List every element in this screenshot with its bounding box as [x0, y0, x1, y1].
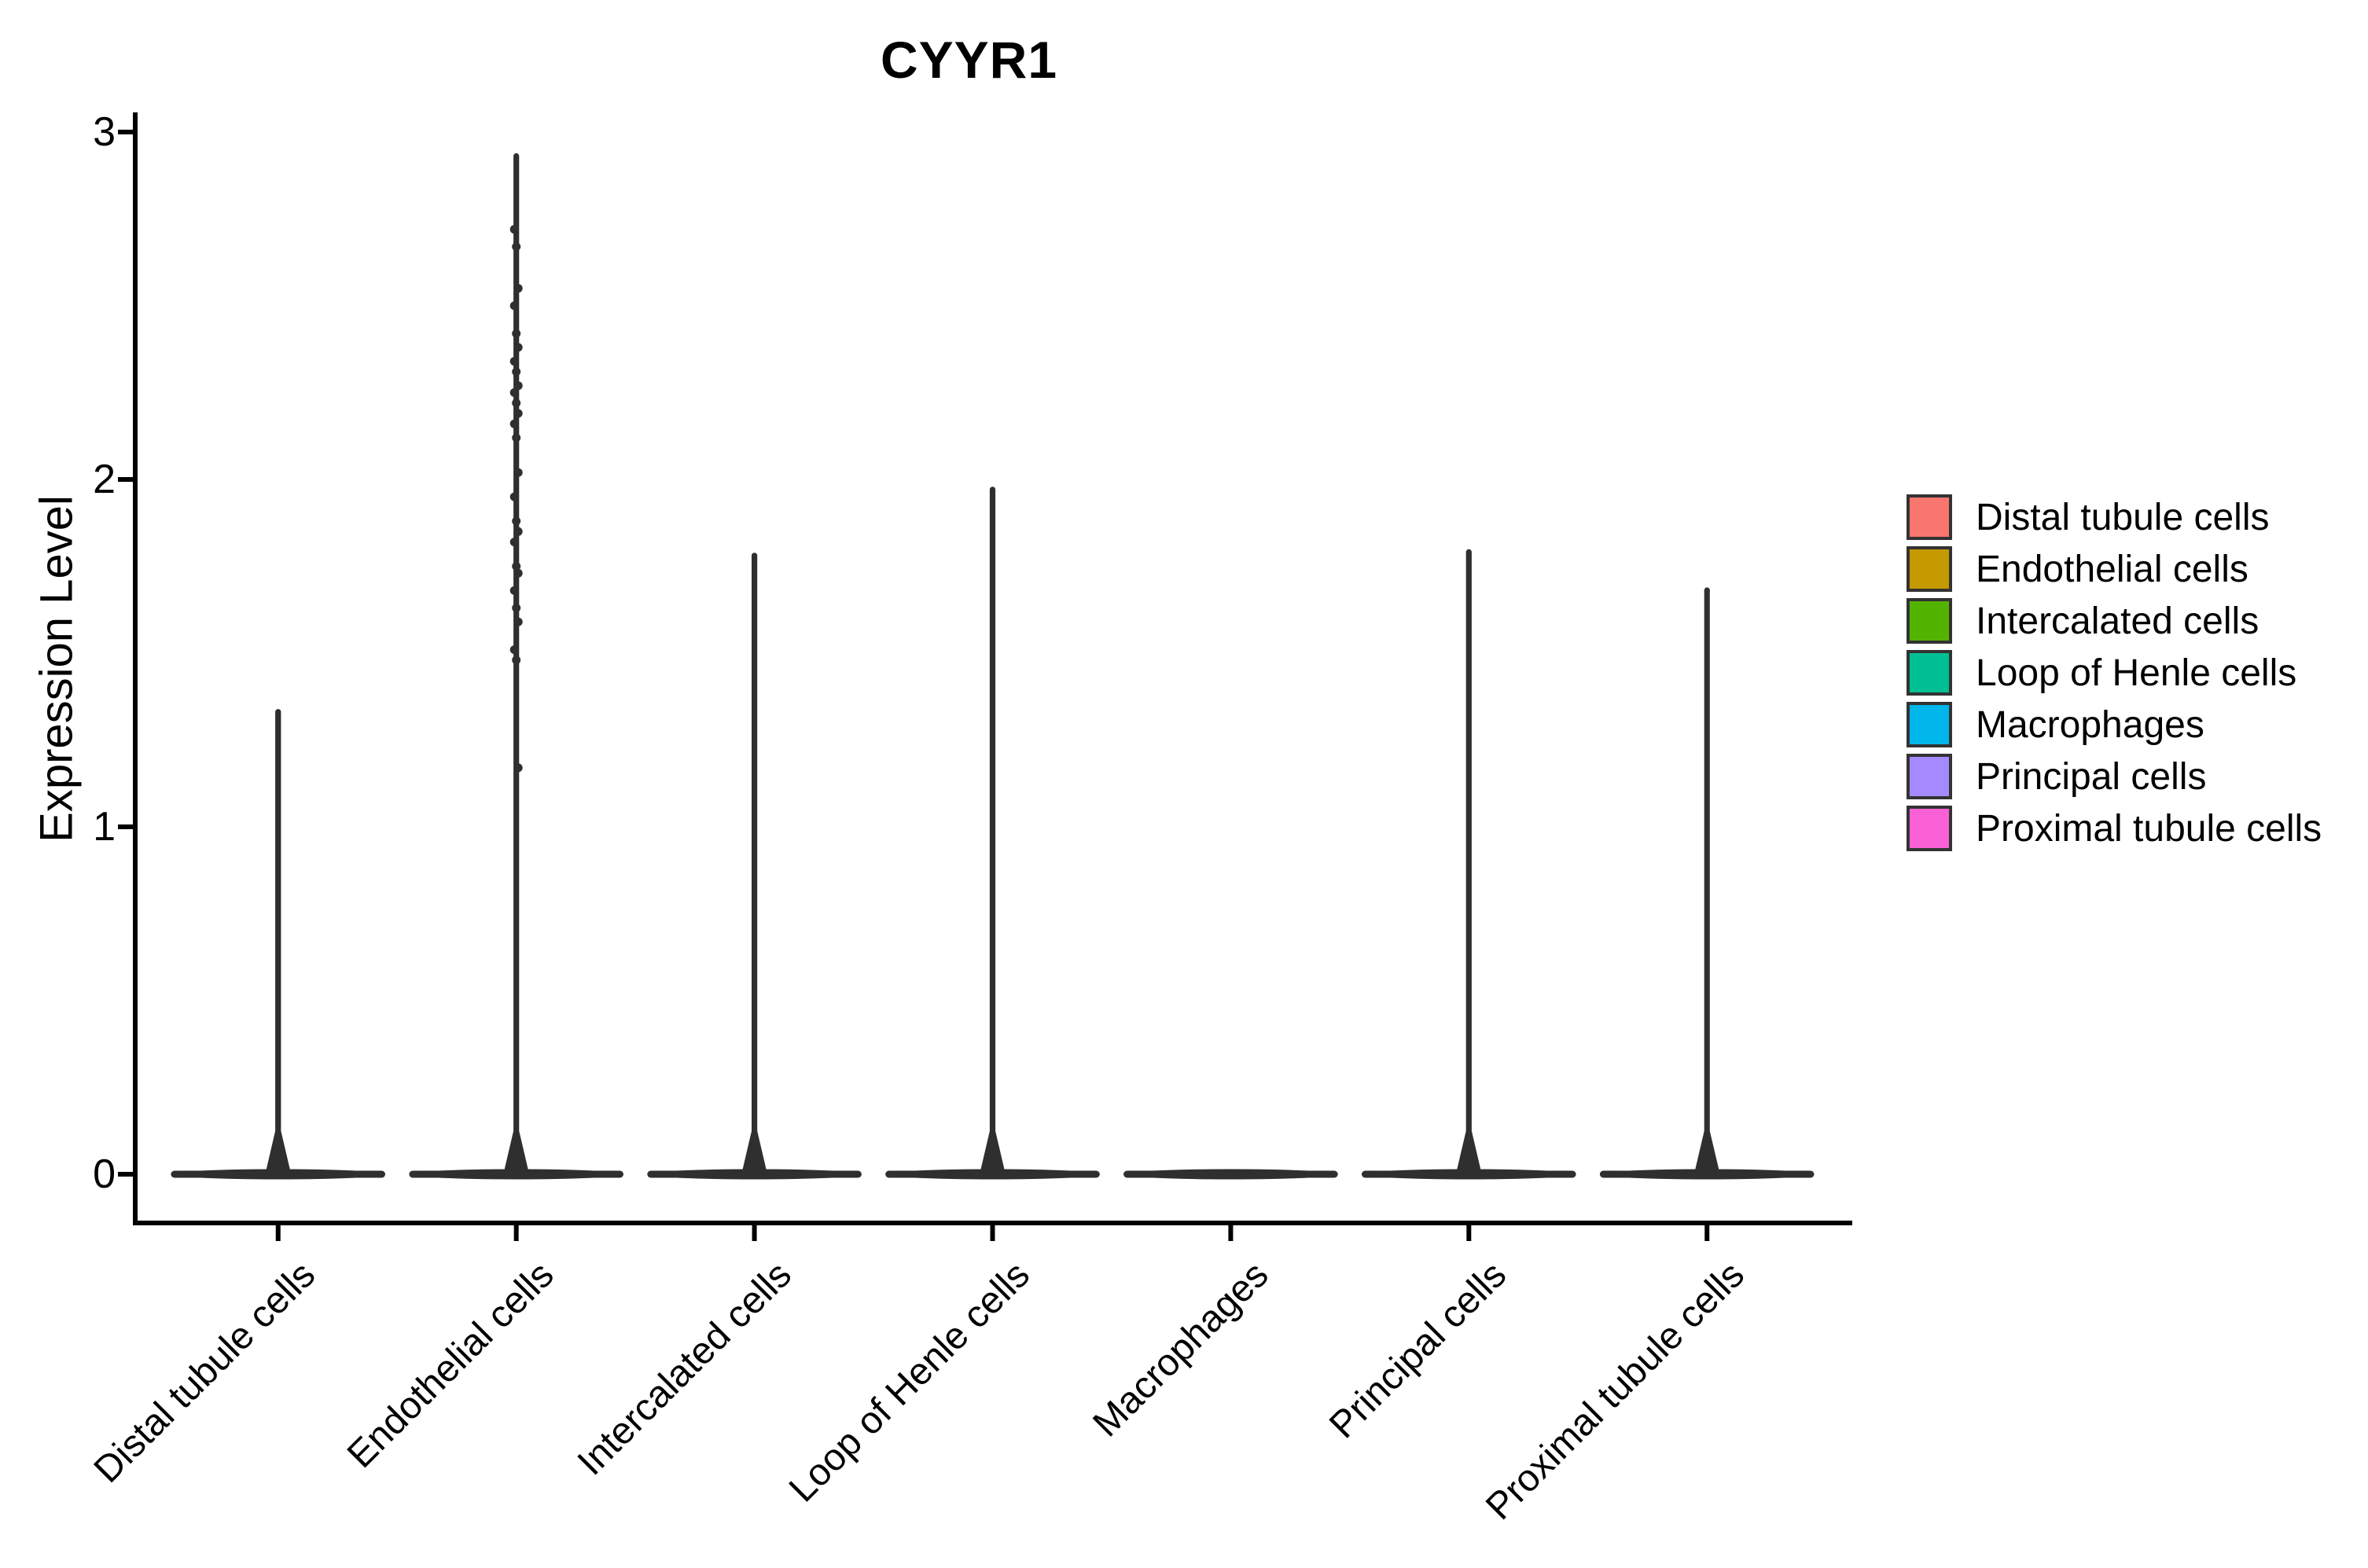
- legend-item: Loop of Henle cells: [1907, 650, 2322, 696]
- jitter-point: [513, 617, 523, 626]
- legend-item: Endothelial cells: [1907, 546, 2322, 592]
- legend-color-swatch: [1907, 702, 1952, 747]
- legend-item: Macrophages: [1907, 702, 2322, 747]
- legend-item: Distal tubule cells: [1907, 494, 2322, 540]
- legend-color-swatch: [1907, 598, 1952, 644]
- legend-label: Loop of Henle cells: [1976, 652, 2297, 694]
- jitter-point: [513, 381, 523, 391]
- violin-spike: [741, 555, 767, 1173]
- legend-item: Principal cells: [1907, 754, 2322, 799]
- legend-item: Intercalated cells: [1907, 598, 2322, 644]
- legend-item: Proximal tubule cells: [1907, 806, 2322, 851]
- x-tick-mark: [1704, 1225, 1710, 1241]
- violin: [1123, 1169, 1338, 1180]
- jitter-point: [512, 604, 521, 612]
- y-tick-mark: [118, 824, 133, 829]
- legend-color-swatch: [1907, 650, 1952, 696]
- jitter-point: [509, 419, 519, 428]
- violin-spike: [1694, 590, 1720, 1173]
- jitter-point: [512, 242, 521, 252]
- legend-color-swatch: [1907, 754, 1952, 799]
- jitter-point: [509, 645, 519, 655]
- jitter-point: [509, 538, 519, 547]
- legend-label: Endothelial cells: [1976, 548, 2248, 590]
- plot-title: CYYR1: [880, 31, 1058, 89]
- y-tick-mark: [118, 477, 133, 482]
- x-tick-mark: [513, 1225, 519, 1241]
- jitter-point: [512, 329, 521, 338]
- jitter-point: [509, 301, 519, 310]
- x-tick-mark: [990, 1225, 995, 1241]
- violin: [885, 487, 1100, 1180]
- legend: Distal tubule cells Endothelial cells Inte…: [1907, 494, 2322, 857]
- jitter-point: [509, 357, 519, 366]
- y-tick-mark: [118, 1172, 133, 1177]
- x-tick-mark: [275, 1225, 281, 1241]
- jitter-point: [513, 468, 523, 477]
- x-tick-mark: [1466, 1225, 1472, 1241]
- violin: [647, 553, 862, 1180]
- legend-label: Macrophages: [1976, 703, 2204, 746]
- jitter-point: [513, 527, 523, 536]
- violin-spike: [980, 489, 1006, 1173]
- legend-color-swatch: [1907, 806, 1952, 851]
- jitter-point: [513, 568, 523, 578]
- jitter-point: [512, 562, 521, 571]
- violin: [1362, 549, 1576, 1180]
- x-tick-mark: [1228, 1225, 1234, 1241]
- legend-label: Distal tubule cells: [1976, 496, 2270, 538]
- jitter-point: [509, 225, 519, 234]
- legend-label: Intercalated cells: [1976, 600, 2260, 642]
- x-axis-line: [133, 1221, 1852, 1225]
- y-tick-label: 3: [93, 109, 116, 155]
- jitter-point: [509, 586, 519, 595]
- jitter-point: [513, 284, 523, 293]
- legend-color-swatch: [1907, 494, 1952, 540]
- jitter-point: [512, 398, 521, 408]
- legend-color-swatch: [1907, 546, 1952, 592]
- violin: [171, 709, 386, 1180]
- y-tick-label: 0: [93, 1151, 116, 1197]
- legend-label: Proximal tubule cells: [1976, 807, 2322, 850]
- jitter-point: [509, 388, 519, 397]
- jitter-point: [512, 655, 521, 665]
- y-tick-label: 2: [93, 457, 116, 502]
- y-tick-mark: [118, 130, 133, 134]
- violin-spike: [265, 711, 291, 1173]
- y-tick-label: 1: [93, 804, 116, 850]
- jitter-point: [513, 409, 523, 418]
- jitter-point: [512, 433, 521, 442]
- legend-label: Principal cells: [1976, 755, 2207, 798]
- jitter-point: [512, 367, 521, 376]
- jitter-point: [513, 343, 523, 352]
- violin: [1599, 587, 1815, 1180]
- jitter-point: [512, 516, 521, 526]
- jitter-point: [513, 763, 523, 773]
- jitter-point: [509, 492, 519, 501]
- violin-spike: [1456, 552, 1482, 1173]
- x-tick-mark: [752, 1225, 757, 1241]
- violin: [409, 152, 623, 1180]
- y-axis-line: [133, 112, 138, 1225]
